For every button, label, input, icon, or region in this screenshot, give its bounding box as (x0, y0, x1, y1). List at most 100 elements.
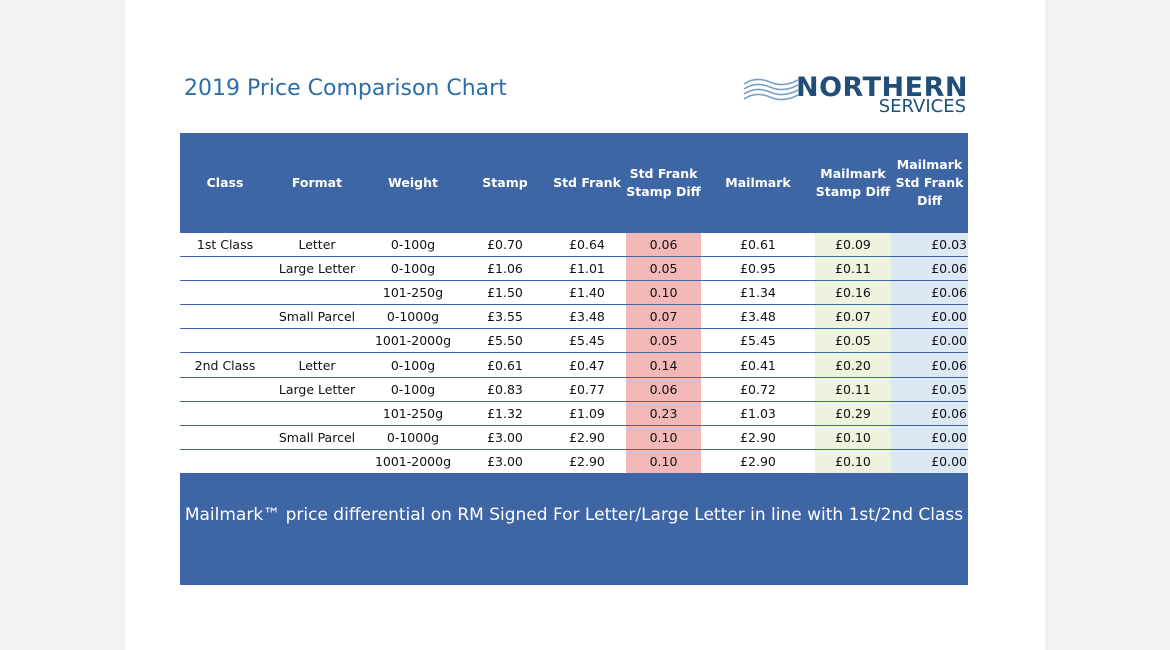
mailmark-cell: £5.45 (701, 328, 815, 354)
format-cell: Small Parcel (270, 304, 364, 330)
stamp-cell: £5.50 (462, 328, 548, 354)
mailmark-stamp-diff-cell: £0.10 (815, 425, 891, 450)
table-row: 2nd Class Letter 0-100g £0.61 £0.47 0.14 £0.41… (180, 352, 968, 378)
weight-cell: 0-100g (364, 233, 462, 258)
mailmark-stamp-diff-cell: £0.20 (815, 352, 891, 378)
stamp-cell: £0.83 (462, 377, 548, 402)
mailmark-std-frank-diff-cell: £0.03 (891, 233, 968, 258)
weight-cell: 101-250g (364, 401, 462, 426)
logo-name: NORTHERN (796, 72, 968, 103)
std-frank-cell: £5.45 (548, 328, 626, 354)
mailmark-std-frank-diff-cell: £0.06 (891, 352, 968, 378)
column-header: Std Frank (553, 175, 621, 190)
mailmark-stamp-diff-cell: £0.10 (815, 449, 891, 474)
mailmark-cell: £2.90 (701, 425, 815, 450)
std-frank-stamp-diff-cell: 0.10 (626, 280, 701, 306)
mailmark-stamp-diff-cell: £0.16 (815, 280, 891, 306)
weight-cell: 1001-2000g (364, 449, 462, 474)
format-cell (270, 328, 364, 354)
stamp-cell: £1.32 (462, 401, 548, 426)
column-header: Std Frank Stamp Diff (626, 166, 701, 199)
column-header: Mailmark Std Frank Diff (895, 157, 964, 208)
mailmark-stamp-diff-cell: £0.11 (815, 256, 891, 282)
table-row: 101-250g £1.32 £1.09 0.23 £1.03 £0.29 £0.06 (180, 401, 968, 426)
format-cell (270, 401, 364, 426)
stamp-cell: £3.55 (462, 304, 548, 330)
table-body: 1st Class Letter 0-100g £0.70 £0.64 0.06 £0.61… (180, 233, 968, 474)
mailmark-stamp-diff-cell: £0.11 (815, 377, 891, 402)
std-frank-stamp-diff-cell: 0.23 (626, 401, 701, 426)
column-header: Stamp (482, 175, 528, 190)
mailmark-cell: £0.72 (701, 377, 815, 402)
class-cell (180, 449, 270, 474)
weight-cell: 0-100g (364, 377, 462, 402)
mailmark-std-frank-diff-cell: £0.00 (891, 449, 968, 474)
weight-cell: 0-100g (364, 352, 462, 378)
class-cell (180, 256, 270, 282)
table-row: Small Parcel 0-1000g £3.00 £2.90 0.10 £2.90 £0… (180, 425, 968, 450)
std-frank-cell: £1.40 (548, 280, 626, 306)
column-header: Class (206, 175, 244, 190)
std-frank-stamp-diff-cell: 0.05 (626, 328, 701, 354)
format-cell: Large Letter (270, 256, 364, 282)
column-header: Mailmark Stamp Diff (815, 166, 891, 199)
stamp-cell: £0.61 (462, 352, 548, 378)
table-row: 1001-2000g £3.00 £2.90 0.10 £2.90 £0.10 £0.00 (180, 449, 968, 474)
table-row: 1st Class Letter 0-100g £0.70 £0.64 0.06 £0.61… (180, 233, 968, 258)
weight-cell: 101-250g (364, 280, 462, 306)
mailmark-stamp-diff-cell: £0.05 (815, 328, 891, 354)
weight-cell: 0-1000g (364, 425, 462, 450)
class-cell (180, 328, 270, 354)
mailmark-std-frank-diff-cell: £0.00 (891, 425, 968, 450)
std-frank-cell: £0.77 (548, 377, 626, 402)
std-frank-cell: £0.64 (548, 233, 626, 258)
class-cell: 2nd Class (180, 352, 270, 378)
company-logo: NORTHERN SERVICES (742, 72, 970, 117)
mailmark-std-frank-diff-cell: £0.06 (891, 256, 968, 282)
mailmark-std-frank-diff-cell: £0.00 (891, 328, 968, 354)
std-frank-cell: £3.48 (548, 304, 626, 330)
mailmark-std-frank-diff-cell: £0.05 (891, 377, 968, 402)
mailmark-cell: £0.95 (701, 256, 815, 282)
price-table: Class Format Weight Stamp Std Frank Std Frank… (180, 133, 968, 474)
format-cell (270, 449, 364, 474)
footer-note: Mailmark™ price differential on RM Signe… (184, 505, 964, 525)
table-row: Large Letter 0-100g £0.83 £0.77 0.06 £0.72 £0.… (180, 377, 968, 402)
class-cell (180, 304, 270, 330)
std-frank-stamp-diff-cell: 0.06 (626, 377, 701, 402)
format-cell: Letter (270, 352, 364, 378)
format-cell: Letter (270, 233, 364, 258)
logo-subtitle: SERVICES (878, 96, 966, 117)
column-header: Mailmark (725, 175, 791, 190)
weight-cell: 0-100g (364, 256, 462, 282)
column-header: Format (291, 175, 343, 190)
std-frank-stamp-diff-cell: 0.10 (626, 425, 701, 450)
mailmark-cell: £2.90 (701, 449, 815, 474)
mailmark-stamp-diff-cell: £0.29 (815, 401, 891, 426)
class-cell (180, 377, 270, 402)
std-frank-stamp-diff-cell: 0.10 (626, 449, 701, 474)
mailmark-std-frank-diff-cell: £0.06 (891, 280, 968, 306)
mailmark-cell: £0.41 (701, 352, 815, 378)
weight-cell: 0-1000g (364, 304, 462, 330)
mailmark-stamp-diff-cell: £0.09 (815, 233, 891, 258)
class-cell: 1st Class (180, 233, 270, 258)
table-row: 1001-2000g £5.50 £5.45 0.05 £5.45 £0.05 £0.00 (180, 328, 968, 354)
stamp-cell: £1.50 (462, 280, 548, 306)
format-cell (270, 280, 364, 306)
mailmark-std-frank-diff-cell: £0.06 (891, 401, 968, 426)
class-cell (180, 425, 270, 450)
std-frank-cell: £2.90 (548, 449, 626, 474)
format-cell: Small Parcel (270, 425, 364, 450)
stamp-cell: £3.00 (462, 449, 548, 474)
std-frank-stamp-diff-cell: 0.05 (626, 256, 701, 282)
mailmark-cell: £0.61 (701, 233, 815, 258)
std-frank-stamp-diff-cell: 0.06 (626, 233, 701, 258)
format-cell: Large Letter (270, 377, 364, 402)
table-row: Small Parcel 0-1000g £3.55 £3.48 0.07 £3.48 £0… (180, 304, 968, 330)
std-frank-cell: £2.90 (548, 425, 626, 450)
page-title: 2019 Price Comparison Chart (184, 76, 507, 101)
std-frank-stamp-diff-cell: 0.07 (626, 304, 701, 330)
class-cell (180, 401, 270, 426)
mailmark-stamp-diff-cell: £0.07 (815, 304, 891, 330)
